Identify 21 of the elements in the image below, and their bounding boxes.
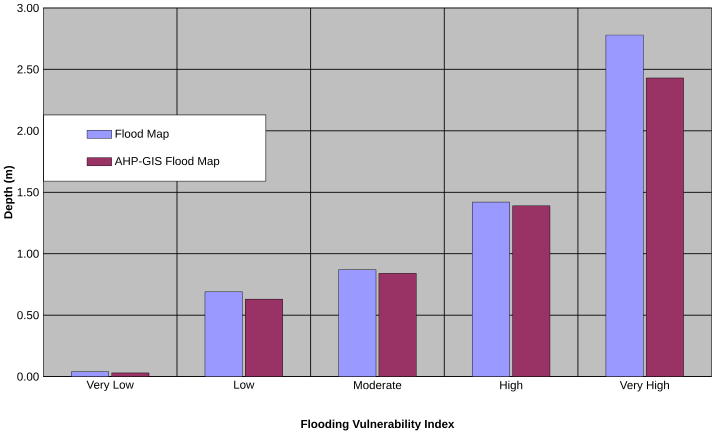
x-tick-label: Low xyxy=(234,380,254,389)
y-axis-title: Depth (m) xyxy=(4,166,15,218)
x-tick-label: Very High xyxy=(620,380,669,392)
y-tick-label: 3.00 xyxy=(17,4,39,12)
y-tick-label: 0.00 xyxy=(17,372,39,381)
bar xyxy=(646,78,684,376)
y-tick-label: 1.00 xyxy=(18,250,39,258)
legend-label: Flood Map xyxy=(116,129,169,140)
x-tick-label: Very Low xyxy=(86,380,134,391)
bar xyxy=(512,205,550,376)
bar xyxy=(245,298,283,376)
y-tick-label: 1.50 xyxy=(18,188,39,196)
y-tick-label: 0.50 xyxy=(17,310,39,320)
x-axis-title: Flooding Vulnerability Index xyxy=(301,419,454,430)
y-tick-label: 2.50 xyxy=(17,65,39,74)
legend-label: AHP-GIS Flood Map xyxy=(114,156,220,168)
bar xyxy=(112,372,150,376)
x-tick-label: Moderate xyxy=(354,380,402,390)
y-tick-label: 2.00 xyxy=(17,126,39,135)
x-tick-label: High xyxy=(500,380,522,392)
bar xyxy=(378,273,417,376)
